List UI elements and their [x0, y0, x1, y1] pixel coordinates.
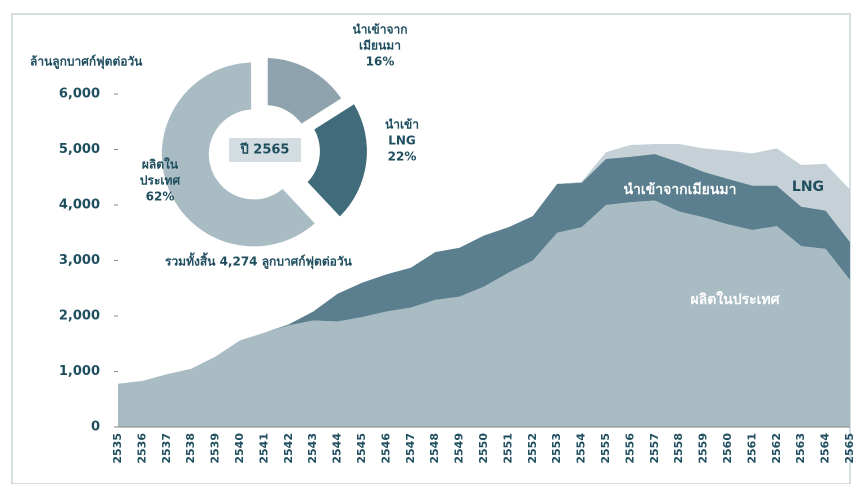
area — [118, 143, 850, 384]
x-tick-label: 2539 — [209, 433, 222, 464]
series-label: นำเข้าจากเมียนมา — [623, 182, 736, 198]
series-label: ผลิตในประเทศ — [690, 290, 780, 308]
x-tick-label: 2554 — [575, 433, 588, 464]
x-tick-label: 2535 — [111, 433, 124, 464]
total-label: รวมทั้งสิ้น 4,274 ลูกบาศก์ฟุตต่อวัน — [165, 252, 353, 270]
y-tick-label: 2,000 — [59, 309, 100, 324]
y-tick-label: 1,000 — [59, 364, 100, 379]
donut-slice — [161, 62, 315, 247]
x-tick-label: 2545 — [355, 433, 368, 464]
y-tick-label: 5,000 — [59, 142, 100, 157]
series-label: LNG — [792, 179, 824, 195]
y-tick-label: 6,000 — [59, 87, 100, 102]
donut-slice — [267, 58, 342, 124]
x-tick-label: 2564 — [819, 433, 832, 464]
slice-label: ประเทศ — [140, 174, 181, 188]
x-tick-label: 2543 — [306, 433, 319, 464]
x-tick-label: 2538 — [184, 433, 197, 464]
x-tick-label: 2546 — [379, 433, 392, 464]
slice-label: นำเข้าจาก — [352, 23, 407, 37]
axis-title: ล้านลูกบาศก์ฟุตต่อวัน — [30, 55, 143, 70]
x-tick-label: 2548 — [428, 433, 441, 464]
x-tick-label: 2560 — [721, 433, 734, 464]
slice-label: LNG — [388, 134, 416, 148]
area — [118, 153, 850, 384]
x-tick-label: 2536 — [135, 433, 148, 464]
x-tick-label: 2542 — [282, 433, 295, 464]
x-tick-label: 2544 — [331, 433, 344, 464]
donut-slice — [307, 104, 367, 217]
x-tick-label: 2549 — [453, 433, 466, 464]
y-tick-label: 4,000 — [59, 198, 100, 213]
x-tick-label: 2553 — [550, 433, 563, 464]
slice-label: นำเข้า — [385, 118, 419, 132]
x-tick-label: 2559 — [697, 433, 710, 464]
x-tick-label: 2552 — [526, 433, 539, 464]
center-label: ปี 2565 — [239, 142, 289, 158]
y-tick-label: 3,000 — [59, 253, 100, 268]
x-tick-label: 2561 — [745, 433, 758, 464]
slice-value: 62% — [146, 190, 175, 204]
x-tick-label: 2547 — [404, 433, 417, 464]
x-tick-label: 2556 — [623, 433, 636, 464]
x-tick-label: 2555 — [599, 433, 612, 464]
x-tick-label: 2551 — [501, 433, 514, 464]
x-tick-label: 2537 — [160, 433, 173, 464]
x-tick-label: 2562 — [770, 433, 783, 464]
center-box — [229, 138, 301, 162]
x-tick-label: 2541 — [257, 433, 270, 464]
x-tick-label: 2565 — [843, 433, 856, 464]
x-tick-label: 2540 — [233, 433, 246, 464]
x-tick-label: 2558 — [672, 433, 685, 464]
x-tick-label: 2563 — [794, 433, 807, 464]
slice-label: ผลิตใน — [142, 157, 179, 172]
x-tick-label: 2550 — [477, 433, 490, 464]
slice-value: 22% — [388, 150, 417, 164]
y-tick-label: 0 — [91, 420, 100, 435]
area — [118, 200, 850, 427]
slice-value: 16% — [366, 55, 395, 69]
x-tick-label: 2557 — [648, 433, 661, 464]
slice-label: เมียนมา — [359, 39, 401, 53]
